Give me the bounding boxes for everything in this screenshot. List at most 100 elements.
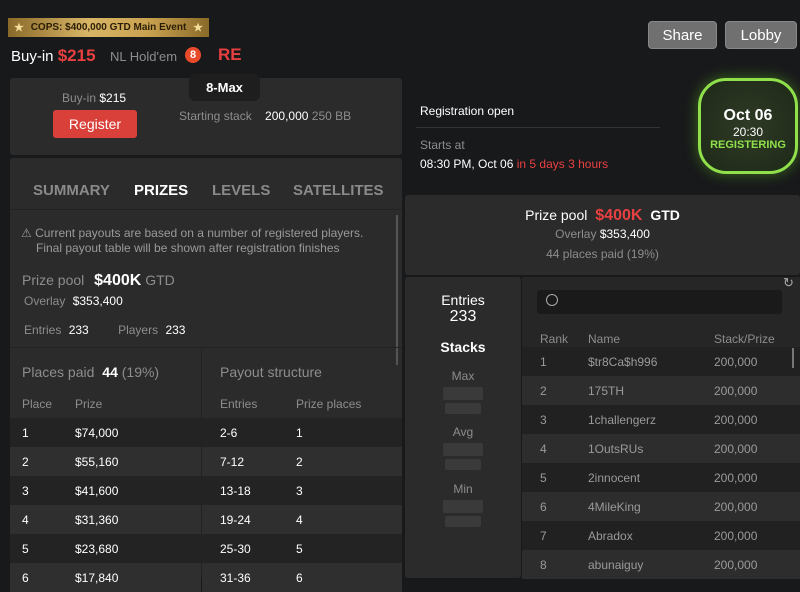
entries-value: 233 bbox=[449, 308, 477, 325]
cell: 175TH bbox=[588, 383, 625, 398]
payout-row: 19-24 4 bbox=[202, 505, 402, 534]
stats-panel: Entries 233 Stacks Max Avg Min bbox=[405, 277, 521, 578]
prize-pool-value: $400K bbox=[595, 207, 643, 224]
payout-row: 5 $23,680 bbox=[10, 534, 201, 563]
divider bbox=[10, 209, 402, 210]
cell: 5 bbox=[296, 541, 303, 556]
player-row[interactable]: 5 2innocent 200,000 bbox=[522, 463, 800, 492]
badge-date: Oct 06 bbox=[723, 107, 773, 124]
cell: 5 bbox=[540, 470, 547, 485]
gtd-label: GTD bbox=[650, 207, 680, 223]
cell: 1 bbox=[22, 425, 29, 440]
players-label: Players bbox=[118, 323, 159, 337]
cell: 5 bbox=[22, 541, 29, 556]
cell: 1OutsRUs bbox=[588, 441, 644, 456]
game-type: NL Hold'em bbox=[110, 49, 178, 64]
payout-row: 4 $31,360 bbox=[10, 505, 201, 534]
max-placeholder bbox=[445, 403, 481, 414]
badge-state: REGISTERING bbox=[710, 139, 786, 151]
lobby-button[interactable]: Lobby bbox=[725, 21, 797, 49]
gtd-label: GTD bbox=[145, 272, 175, 288]
buyin-label: Buy-in bbox=[11, 48, 54, 65]
overlay-label: Overlay bbox=[24, 294, 66, 308]
warning-icon: ⚠ bbox=[21, 226, 32, 240]
registration-status: Registration open bbox=[420, 104, 515, 118]
reentry-badge: RE bbox=[218, 45, 242, 64]
cell: $23,680 bbox=[75, 541, 119, 556]
cell: $74,000 bbox=[75, 425, 119, 440]
prize-pool-label: Prize pool bbox=[525, 207, 588, 223]
cell: 4 bbox=[296, 512, 303, 527]
col-header-prize: Prize bbox=[75, 397, 103, 411]
cell: 19-24 bbox=[220, 512, 251, 527]
cell: 200,000 bbox=[714, 528, 758, 543]
refresh-icon[interactable]: ↻ bbox=[783, 275, 794, 290]
divider bbox=[201, 348, 202, 578]
col-header-entries: Entries bbox=[220, 397, 258, 411]
cell: 8 bbox=[540, 557, 547, 572]
player-row[interactable]: 1 $tr8Ca$h996 200,000 bbox=[522, 347, 800, 376]
cell: $55,160 bbox=[75, 454, 119, 469]
overlay-label: Overlay bbox=[555, 227, 597, 241]
prize-pool-value: $400K bbox=[94, 272, 142, 289]
star-icon: ★ bbox=[193, 22, 203, 34]
player-row[interactable]: 6 4MileKing 200,000 bbox=[522, 492, 800, 521]
scrollbar[interactable] bbox=[792, 348, 794, 368]
cell: 2-6 bbox=[220, 425, 238, 440]
payout-row: 13-18 3 bbox=[202, 476, 402, 505]
entries-label: Entries bbox=[441, 292, 485, 308]
payout-notice: ⚠ Current payouts are based on a number … bbox=[21, 226, 363, 256]
register-button[interactable]: Register bbox=[53, 110, 137, 138]
overlay-value: $353,400 bbox=[599, 227, 650, 241]
cell: 2 bbox=[296, 454, 303, 469]
buyin-label: Buy-in bbox=[62, 91, 97, 105]
cell: 13-18 bbox=[220, 483, 251, 498]
max-label: Max bbox=[451, 369, 475, 383]
tab-satellites[interactable]: SATELLITES bbox=[293, 182, 384, 199]
player-search-input[interactable] bbox=[537, 290, 782, 314]
entries-label: Entries bbox=[24, 323, 62, 337]
payout-row: 3 $41,600 bbox=[10, 476, 201, 505]
min-placeholder bbox=[443, 500, 483, 513]
starting-stack-value: 200,000 bbox=[265, 109, 309, 123]
cell: 1 bbox=[540, 354, 547, 369]
cell: 200,000 bbox=[714, 557, 758, 572]
notice-line: Final payout table will be shown after r… bbox=[36, 241, 340, 255]
tab-levels[interactable]: LEVELS bbox=[212, 182, 271, 199]
player-row[interactable]: 7 Abradox 200,000 bbox=[522, 521, 800, 550]
cell: $41,600 bbox=[75, 483, 119, 498]
cell: 3 bbox=[540, 412, 547, 427]
col-header-name: Name bbox=[588, 332, 621, 346]
stacks-label: Stacks bbox=[440, 339, 486, 355]
player-row[interactable]: 3 1challengerz 200,000 bbox=[522, 405, 800, 434]
places-paid-label: Places paid bbox=[22, 364, 95, 380]
entries-value: 233 bbox=[68, 323, 89, 337]
header-buyin: Buy-in $215 bbox=[11, 46, 96, 66]
cell: 4 bbox=[22, 512, 29, 527]
status-badge: Oct 06 20:30 REGISTERING bbox=[698, 78, 798, 174]
tab-summary[interactable]: SUMMARY bbox=[33, 182, 110, 199]
cell: 25-30 bbox=[220, 541, 251, 556]
cell: 4MileKing bbox=[588, 499, 641, 514]
overlay-value: $353,400 bbox=[72, 294, 123, 308]
player-row[interactable]: 4 1OutsRUs 200,000 bbox=[522, 434, 800, 463]
cell: $31,360 bbox=[75, 512, 119, 527]
cell: Abradox bbox=[588, 528, 633, 543]
share-button[interactable]: Share bbox=[648, 21, 717, 49]
prize-pool-card: Prize pool $400K GTD Overlay $353,400 44… bbox=[405, 195, 800, 275]
col-header-rank: Rank bbox=[540, 332, 569, 346]
scrollbar[interactable] bbox=[396, 215, 398, 365]
search-icon bbox=[546, 294, 558, 306]
player-row[interactable]: 8 abunaiguy 200,000 bbox=[522, 550, 800, 579]
players-value: 233 bbox=[165, 323, 186, 337]
player-row[interactable]: 2 175TH 200,000 bbox=[522, 376, 800, 405]
tab-prizes[interactable]: PRIZES bbox=[134, 182, 189, 199]
payout-row: 7-12 2 bbox=[202, 447, 402, 476]
badge-time: 20:30 bbox=[732, 125, 764, 139]
cell: 200,000 bbox=[714, 441, 758, 456]
payout-row: 2-6 1 bbox=[202, 418, 402, 447]
cell: 200,000 bbox=[714, 412, 758, 427]
col-header-place: Place bbox=[22, 397, 53, 411]
cell: 4 bbox=[540, 441, 547, 456]
table-size-badge: 8 bbox=[185, 47, 201, 63]
